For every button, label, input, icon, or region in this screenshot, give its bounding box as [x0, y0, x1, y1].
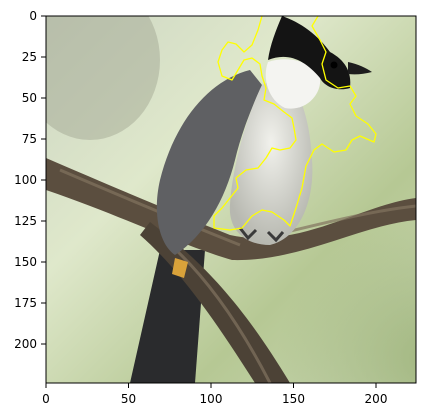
background-blur-dark: [46, 16, 160, 140]
x-tick-label: 200: [365, 392, 388, 406]
y-tick-label: 0: [29, 9, 37, 23]
y-tick-label: 50: [22, 91, 37, 105]
y-tick-label: 25: [22, 50, 37, 64]
y-axis: 0 25 50 75 100 125 150 175 200: [14, 9, 46, 351]
bird-vent-yellow: [172, 258, 188, 278]
x-tick-label: 50: [121, 392, 136, 406]
overlay-contour: [213, 16, 377, 231]
y-tick-label: 75: [22, 132, 37, 146]
bird-head-crest: [268, 16, 351, 90]
bird-wing: [156, 70, 262, 255]
x-tick-label: 100: [200, 392, 223, 406]
y-tick-label: 150: [14, 255, 37, 269]
bird-eye: [330, 61, 338, 69]
bird-cheek: [265, 59, 321, 109]
x-tick-label: 150: [282, 392, 305, 406]
x-tick-label: 0: [42, 392, 50, 406]
bird-beak: [348, 62, 372, 75]
photo: [46, 16, 416, 383]
y-tick-label: 175: [14, 296, 37, 310]
y-tick-label: 200: [14, 337, 37, 351]
y-tick-label: 125: [14, 214, 37, 228]
x-axis: 0 50 100 150 200: [42, 383, 387, 406]
y-tick-label: 100: [14, 173, 37, 187]
axes-frame: [45, 15, 417, 384]
branch-main: [46, 158, 416, 261]
bird-feet: [238, 227, 285, 243]
